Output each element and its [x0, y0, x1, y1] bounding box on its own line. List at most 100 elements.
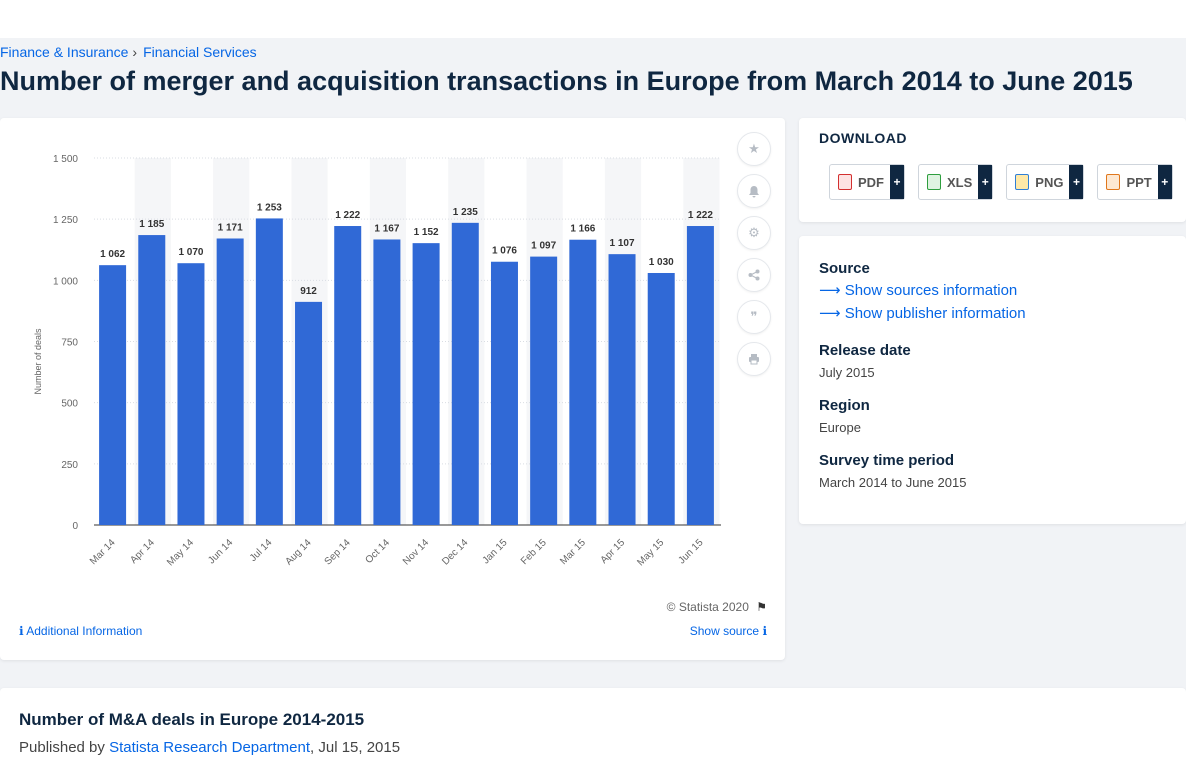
page-title: Number of merger and acquisition transac… [0, 66, 1133, 96]
region-section: Region Europe [819, 397, 870, 435]
release-date-label: Release date [819, 342, 911, 359]
x-tick-label: Apr 15 [599, 537, 628, 566]
star-icon[interactable]: ★ [737, 132, 771, 166]
download-pdf-label: PDF [858, 174, 884, 190]
publication-card: Number of M&A deals in Europe 2014-2015 … [0, 688, 1186, 760]
chart-card: 0 250 500 750 1 000 1 250 1 500 Number of deals… [0, 118, 785, 660]
bar [373, 239, 401, 525]
x-tick-label: Jun 14 [206, 537, 235, 566]
download-png-button[interactable]: PNG + [1006, 164, 1085, 200]
arrow-right-icon: ⟶ [819, 305, 841, 322]
plus-icon: + [978, 165, 993, 199]
x-tick-label: Feb 15 [519, 537, 549, 567]
bar [530, 256, 558, 525]
breadcrumb-item-financial-services[interactable]: Financial Services [143, 44, 257, 60]
gear-icon[interactable]: ⚙ [737, 216, 771, 250]
breadcrumb: Finance & Insurance › Financial Services [0, 44, 257, 60]
bar-value-label: 1 222 [688, 210, 713, 221]
bar [138, 235, 166, 525]
survey-period-label: Survey time period [819, 452, 955, 469]
y-tick-label: 1 500 [53, 154, 78, 165]
download-panel: DOWNLOAD PDF + XLS + PNG + PPT + [799, 118, 1186, 222]
publication-byline: Published by Statista Research Departmen… [19, 739, 400, 756]
bar-value-label: 1 185 [139, 219, 164, 230]
y-tick-label: 1 250 [53, 215, 78, 226]
bar-value-label: 1 097 [531, 241, 556, 252]
show-sources-link[interactable]: ⟶ Show sources information [819, 281, 1026, 299]
x-tick-label: May 14 [165, 537, 196, 568]
release-date-section: Release date July 2015 [819, 342, 911, 380]
x-tick-label: Sep 14 [323, 537, 353, 567]
download-buttons: PDF + XLS + PNG + PPT + [829, 164, 1173, 200]
bar [177, 263, 205, 525]
top-bar [0, 0, 1186, 38]
bar [99, 265, 127, 525]
download-png-label: PNG [1035, 174, 1064, 190]
bar [334, 226, 362, 525]
png-file-icon [1015, 174, 1030, 190]
xls-file-icon [927, 174, 941, 190]
download-ppt-button[interactable]: PPT + [1097, 164, 1173, 200]
bar-value-label: 1 235 [453, 207, 478, 218]
arrow-right-icon: ⟶ [819, 282, 841, 299]
additional-information-label: Additional Information [26, 624, 143, 638]
download-title: DOWNLOAD [819, 130, 907, 146]
bell-icon[interactable] [737, 174, 771, 208]
x-tick-label: Mar 15 [558, 537, 588, 567]
x-tick-label: Aug 14 [283, 537, 313, 567]
bar-value-label: 1 166 [570, 224, 595, 235]
bar [216, 238, 244, 525]
breadcrumb-item-finance[interactable]: Finance & Insurance [0, 44, 129, 60]
y-tick-label: 750 [61, 338, 78, 349]
region-label: Region [819, 397, 870, 414]
x-tick-label: Apr 14 [128, 537, 157, 566]
ppt-file-icon [1106, 174, 1121, 190]
download-xls-button[interactable]: XLS + [918, 164, 994, 200]
x-tick-label: Jun 15 [677, 537, 706, 566]
x-tick-label: Oct 14 [363, 537, 392, 566]
show-source-link[interactable]: Show source ℹ [690, 624, 767, 638]
statistic-info-panel: Source ⟶ Show sources information ⟶ Show… [799, 236, 1186, 524]
bar [295, 301, 323, 525]
quote-icon[interactable]: ❞ [737, 300, 771, 334]
show-source-label: Show source [689, 624, 760, 638]
y-tick-label: 500 [61, 399, 78, 410]
bar [451, 222, 479, 525]
print-icon[interactable] [737, 342, 771, 376]
pdf-file-icon [838, 174, 852, 190]
download-pdf-button[interactable]: PDF + [829, 164, 905, 200]
bar [647, 272, 675, 525]
share-icon[interactable] [737, 258, 771, 292]
x-tick-label: Jan 15 [481, 537, 510, 566]
copyright-text: © Statista 2020 [666, 600, 749, 614]
bar-value-label: 1 171 [218, 222, 243, 233]
bar-value-label: 1 152 [414, 227, 439, 238]
bar [686, 226, 714, 525]
bar-value-label: 1 070 [178, 247, 203, 258]
bar-value-label: 1 253 [257, 202, 282, 213]
bar [569, 239, 597, 525]
bar [490, 261, 518, 525]
publisher-link[interactable]: Statista Research Department [109, 739, 311, 756]
chart-toolbar: ★ ⚙ ❞ [737, 132, 771, 384]
y-tick-label: 250 [61, 460, 78, 471]
survey-period-value: March 2014 to June 2015 [819, 475, 967, 490]
plus-icon: + [1157, 165, 1172, 199]
x-tick-label: Jul 14 [248, 537, 275, 564]
bar-value-label: 1 107 [610, 238, 635, 249]
download-ppt-label: PPT [1126, 174, 1152, 190]
bar [608, 254, 636, 526]
bar-value-label: 1 062 [100, 249, 125, 260]
copyright-notice: © Statista 2020 ⚑ [667, 600, 767, 614]
info-icon: ℹ [19, 624, 24, 638]
additional-information-link[interactable]: ℹ Additional Information [19, 624, 142, 638]
breadcrumb-separator: › [132, 44, 138, 60]
release-date-value: July 2015 [819, 365, 875, 380]
survey-period-section: Survey time period March 2014 to June 20… [819, 452, 966, 490]
y-tick-label: 1 000 [53, 276, 78, 287]
region-value: Europe [819, 420, 861, 435]
source-section: Source ⟶ Show sources information ⟶ Show… [819, 260, 1026, 322]
flag-icon[interactable]: ⚑ [756, 600, 767, 614]
y-axis-title: Number of deals [33, 328, 43, 395]
show-publisher-link[interactable]: ⟶ Show publisher information [819, 304, 1026, 322]
